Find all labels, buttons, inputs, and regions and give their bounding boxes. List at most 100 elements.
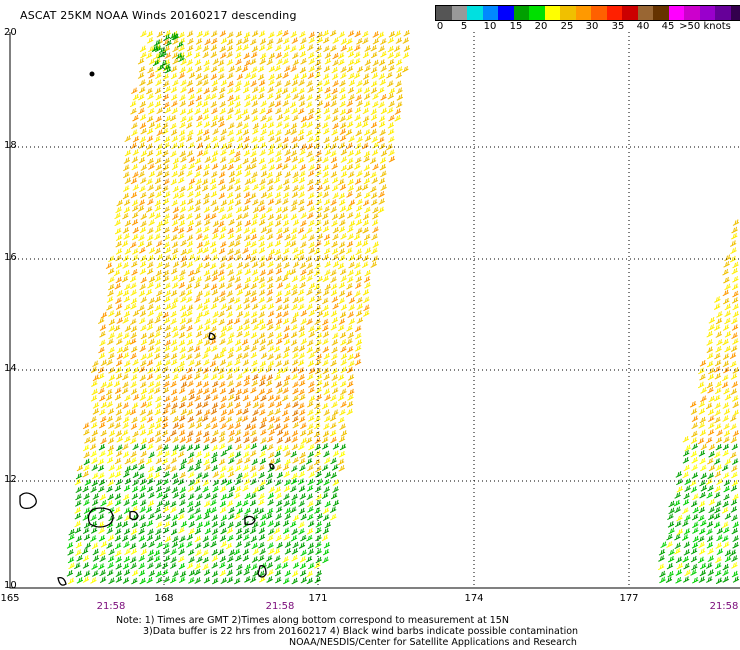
wind-barb [130,437,137,445]
wind-barb [332,37,339,44]
wind-barb [331,464,339,471]
wind-barb [138,93,145,101]
wind-barb [290,150,297,157]
wind-barb [330,143,337,150]
wind-barb [298,87,305,95]
wind-barb [211,85,218,93]
wind-barb [308,395,316,402]
wind-barb [243,430,250,438]
wind-barb [107,289,114,297]
wind-barb [130,352,137,360]
wind-barb [308,65,315,73]
wind-barb [211,318,218,325]
wind-barb [83,533,91,541]
wind-barb [315,240,322,247]
wind-barb [260,444,268,452]
wind-barb [243,149,251,157]
wind-barb [75,493,82,501]
wind-barb [291,577,298,585]
wind-barb [179,535,186,543]
wind-barb [211,135,218,143]
wind-barb [292,114,299,122]
wind-barb [130,282,137,290]
wind-barb [729,240,737,247]
wind-barb [177,422,185,430]
wind-barb [378,101,385,109]
wind-barb [258,493,265,500]
wind-barb [164,246,171,254]
wind-barb [258,219,266,226]
wind-barb [347,394,354,401]
wind-barb [212,128,219,135]
wind-barb [91,479,99,487]
wind-barb [130,457,137,464]
wind-barb [299,464,306,472]
wind-barb [706,478,713,485]
wind-barb [210,51,217,58]
wind-barb [179,199,187,207]
wind-barb [730,388,738,395]
wind-barb [682,576,690,583]
wind-barb [300,58,307,65]
wind-barb [122,212,129,220]
wind-barb [340,345,347,353]
wind-barb [210,416,217,423]
wind-barb [354,290,361,298]
wind-barb [275,506,283,513]
wind-barb [292,247,299,254]
wind-barb [308,37,315,44]
wind-barb [339,443,347,451]
wind-barb [340,148,348,156]
wind-barb [276,30,283,37]
wind-barb [220,255,227,263]
wind-barb [91,499,99,506]
wind-barb [268,164,275,171]
wind-barb [202,198,210,205]
wind-barb [258,276,265,284]
wind-barb [148,45,155,53]
wind-barb [251,213,259,220]
wind-barb [186,108,194,115]
wind-barb [363,177,371,185]
wind-barb [723,485,730,493]
wind-barb [179,304,187,312]
wind-barb [156,576,163,584]
wind-barb [154,282,162,290]
wind-barb [164,282,171,290]
wind-barb [668,549,675,556]
wind-barb [268,52,276,60]
wind-barb [220,52,227,59]
wind-barb [172,415,179,423]
wind-barb [731,267,738,275]
wind-barb [282,366,289,374]
wind-barb [292,394,299,402]
wind-barb [346,163,354,171]
wind-barb [307,513,314,521]
lon-label-171: 171 [308,593,328,604]
wind-barb [314,402,321,410]
scale-swatch [513,6,529,20]
island-outline [269,463,275,470]
wind-barb [83,458,91,466]
wind-barb [234,339,242,346]
wind-barb [177,451,185,458]
wind-barb [91,388,98,396]
wind-barb [177,542,185,550]
wind-barb [147,93,154,100]
wind-barb [372,37,380,45]
wind-barb [714,366,721,373]
wind-barb [146,135,154,143]
wind-barb [147,477,154,485]
wind-barb [187,198,194,205]
wind-barb [292,311,300,319]
wind-barb [362,227,369,234]
wind-barb [219,184,227,192]
wind-barb [107,555,115,563]
wind-barb [292,562,300,569]
wind-barb [348,135,355,143]
wind-barb [185,51,193,58]
wind-barb [377,136,385,144]
wind-barb [707,569,715,576]
wind-barb [234,276,241,283]
wind-barb [161,429,169,437]
